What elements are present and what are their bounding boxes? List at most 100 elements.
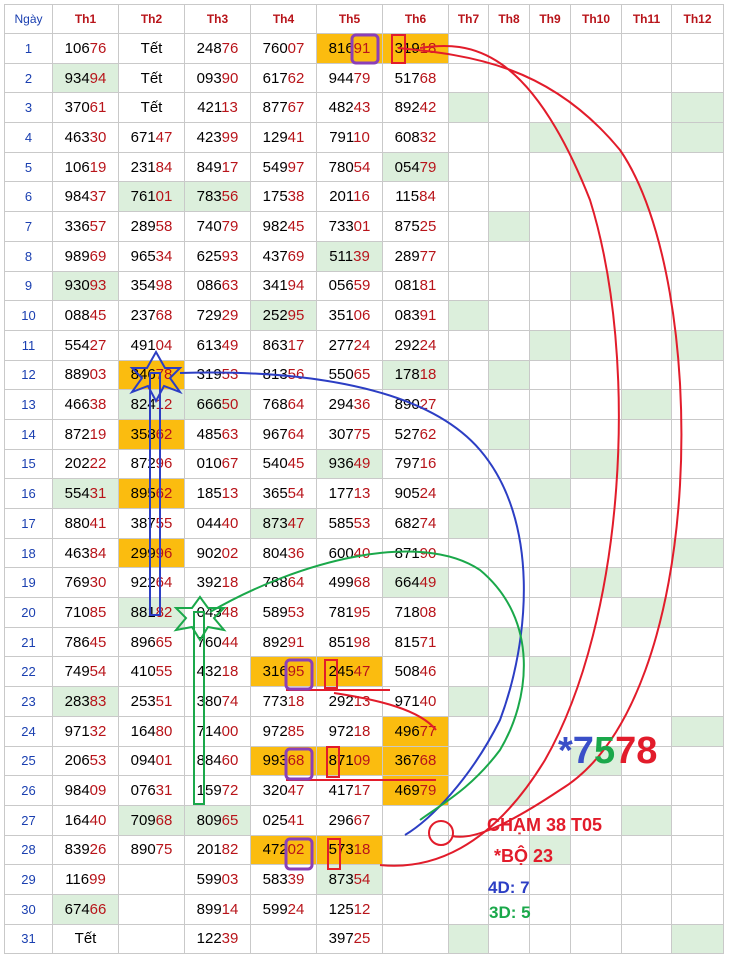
number-tail: 49 xyxy=(353,455,371,473)
result-cell xyxy=(488,567,530,599)
number-tail: 82 xyxy=(155,603,173,621)
result-cell: 37061 xyxy=(52,92,119,124)
result-cell xyxy=(621,151,672,183)
number-head: 797 xyxy=(394,455,420,473)
number-tail: 48 xyxy=(221,603,239,621)
number-tail: 96 xyxy=(155,455,173,473)
number-tail: 18 xyxy=(221,574,239,592)
number-head: 159 xyxy=(196,782,222,800)
number-head: 967 xyxy=(262,425,288,443)
number-tail: 58 xyxy=(155,217,173,235)
result-cell: 04348 xyxy=(184,597,251,628)
result-cell xyxy=(671,923,724,955)
result-cell xyxy=(488,537,530,569)
result-cell: 55065 xyxy=(316,359,383,391)
result-cell: Tết xyxy=(118,62,185,94)
result-cell: 54997 xyxy=(250,151,317,183)
result-cell: 89027 xyxy=(382,389,449,420)
number-tail: 67 xyxy=(221,455,239,473)
result-cell xyxy=(570,834,622,866)
number-head: 056 xyxy=(328,277,354,295)
number-head: 248 xyxy=(196,39,222,57)
result-cell: 35498 xyxy=(118,270,185,302)
result-cell xyxy=(671,300,724,331)
header-th7: Th7 xyxy=(448,4,489,34)
result-cell: 08181 xyxy=(382,270,449,302)
number-tail: 64 xyxy=(287,574,305,592)
number-head: 804 xyxy=(262,544,288,562)
number-tail: 45 xyxy=(89,307,107,325)
result-cell: 67466 xyxy=(52,893,119,925)
result-cell: 87219 xyxy=(52,418,119,450)
number-head: 417 xyxy=(328,782,354,800)
result-cell xyxy=(570,33,622,64)
result-cell: 79716 xyxy=(382,448,449,480)
number-tail: 17 xyxy=(221,158,239,176)
result-cell xyxy=(570,300,622,331)
number-head: 873 xyxy=(328,871,354,889)
result-cell xyxy=(448,686,489,717)
number-tail: 43 xyxy=(353,99,371,117)
number-head: 583 xyxy=(262,871,288,889)
number-head: 292 xyxy=(328,692,354,710)
number-head: 664 xyxy=(394,574,420,592)
number-tail: 13 xyxy=(353,485,371,503)
day-cell: 25 xyxy=(4,745,53,777)
number-tail: 10 xyxy=(353,128,370,146)
header-th3: Th3 xyxy=(184,4,251,34)
number-tail: 17 xyxy=(287,336,305,354)
result-cell: 96764 xyxy=(250,418,317,450)
result-cell: 60040 xyxy=(316,537,383,569)
number-head: 600 xyxy=(328,544,354,562)
number-tail: 13 xyxy=(221,485,239,503)
number-tail: 62 xyxy=(155,425,173,443)
number-tail: 63 xyxy=(221,425,239,443)
result-cell xyxy=(529,775,571,806)
number-head: 773 xyxy=(262,692,288,710)
result-cell: 87354 xyxy=(316,864,383,895)
number-tail: 84 xyxy=(419,188,436,206)
result-cell: 16480 xyxy=(118,715,185,747)
number-tail: 93 xyxy=(221,247,239,265)
number-tail: 96 xyxy=(155,544,173,562)
result-cell: 32047 xyxy=(250,775,317,806)
number-head: 873 xyxy=(262,514,288,532)
digit-blue: 7 xyxy=(572,730,594,772)
day-cell: 18 xyxy=(4,537,53,569)
number-head: 993 xyxy=(262,752,288,770)
number-tail: 47 xyxy=(353,663,371,681)
number-head: 892 xyxy=(262,633,288,651)
number-tail: 59 xyxy=(353,277,371,295)
result-cell xyxy=(671,537,724,569)
result-cell xyxy=(529,122,571,153)
number-tail: 42 xyxy=(419,99,437,117)
table-row: 5 10619 23184 84917 54997 78054 05479 xyxy=(4,151,724,183)
day-cell: 14 xyxy=(4,418,53,450)
result-cell xyxy=(671,686,724,717)
result-cell xyxy=(382,864,449,895)
number-tail: 66 xyxy=(89,900,107,918)
result-cell: 81356 xyxy=(250,359,317,391)
result-cell xyxy=(448,478,489,509)
result-cell: 85198 xyxy=(316,626,383,658)
result-cell xyxy=(570,329,622,361)
number-tail: 79 xyxy=(419,782,437,800)
result-cell: 78645 xyxy=(52,626,119,658)
result-cell xyxy=(529,211,571,242)
cham-note: CHẠM 38 T05 xyxy=(487,815,603,835)
result-cell: 76007 xyxy=(250,33,317,64)
number-head: 934 xyxy=(64,69,90,87)
result-cell xyxy=(448,300,489,331)
result-cell xyxy=(621,864,672,895)
result-cell: 46384 xyxy=(52,537,119,569)
number-head: 851 xyxy=(328,633,354,651)
number-head: 674 xyxy=(64,900,90,918)
number-tail: 57 xyxy=(89,217,107,235)
result-cell: 76044 xyxy=(184,626,251,658)
number-head: 617 xyxy=(262,69,288,87)
number-head: 815 xyxy=(394,633,420,651)
number-head: 289 xyxy=(130,217,156,235)
number-head: 094 xyxy=(130,752,156,770)
result-cell: 12512 xyxy=(316,893,383,925)
result-cell xyxy=(621,478,672,509)
